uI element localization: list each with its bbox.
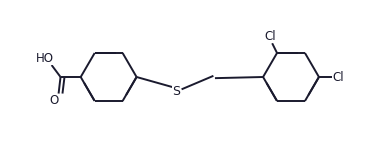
Text: HO: HO (36, 52, 54, 65)
Text: O: O (49, 94, 58, 107)
Text: Cl: Cl (265, 30, 276, 43)
Text: Cl: Cl (333, 71, 344, 83)
Text: S: S (173, 85, 180, 98)
